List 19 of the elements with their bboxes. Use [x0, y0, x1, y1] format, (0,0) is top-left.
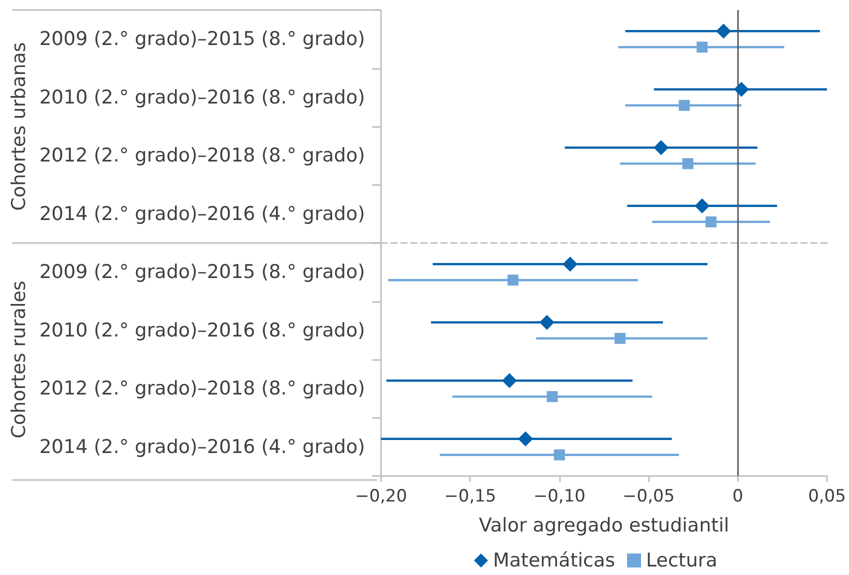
x-tick-label: 0 [732, 486, 744, 506]
y-tick-label: 2014 (2.° grado)–2016 (4.° grado) [39, 436, 365, 458]
x-tick-label: −0,20 [354, 486, 408, 506]
y-tick-label: 2010 (2.° grado)–2016 (8.° grado) [39, 319, 365, 342]
y-axis-title: Cohortes urbanas [8, 42, 30, 211]
x-tick-label: 0,05 [808, 486, 846, 506]
y-tick-label: 2014 (2.° grado)–2016 (4.° grado) [39, 202, 365, 225]
y-tick-label: 2009 (2.° grado)–2015 (8.° grado) [39, 261, 365, 284]
y-axis-title: Cohortes rurales [8, 280, 30, 438]
y-tick-label: 2009 (2.° grado)–2015 (8.° grado) [39, 28, 365, 50]
x-tick-label: −0,10 [533, 486, 586, 506]
y-tick-label: 2010 (2.° grado)–2016 (8.° grado) [39, 86, 365, 108]
y-tick-label: 2012 (2.° grado)–2018 (8.° grado) [39, 144, 365, 167]
x-tick-label: −0,15 [444, 486, 496, 506]
x-axis-title: Valor agregado estudiantil [478, 514, 730, 536]
y-tick-label: 2012 (2.° grado)–2018 (8.° grado) [39, 378, 365, 400]
legend-label: Lectura [646, 550, 718, 572]
legend-label: Matemáticas [493, 550, 616, 572]
x-tick-label: −0,05 [622, 486, 675, 506]
